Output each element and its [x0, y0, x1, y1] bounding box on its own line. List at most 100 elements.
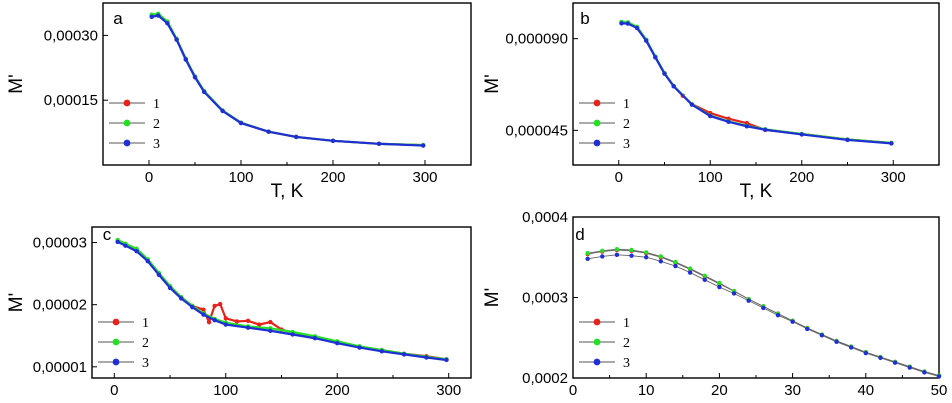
data-point [731, 291, 737, 296]
legend-label: 3 [142, 356, 149, 371]
data-point [702, 277, 707, 282]
data-point [717, 284, 722, 290]
data-point [123, 243, 128, 248]
data-point [848, 345, 854, 350]
y-tick-label: 0,0004 [522, 209, 568, 226]
x-tick-label: 200 [320, 169, 345, 186]
data-point [878, 355, 883, 361]
data-point [156, 272, 162, 278]
data-point [585, 251, 590, 256]
data-point [401, 352, 407, 357]
panel-label: a [113, 9, 123, 28]
legend-d: 1 2 3 [579, 316, 630, 371]
legend-label: 1 [142, 316, 149, 331]
series-line-1 [151, 13, 424, 147]
x-tick-label: 0 [569, 382, 577, 399]
y-tick-label: 0,00030 [44, 27, 98, 44]
data-point [762, 127, 768, 132]
data-point [167, 285, 173, 291]
data-point [799, 132, 804, 137]
y-tick-label: 0,00003 [33, 235, 87, 252]
y-axis-title: M' [6, 293, 27, 312]
data-point [444, 357, 449, 363]
data-point [746, 298, 751, 303]
data-point [614, 247, 620, 252]
data-point [234, 319, 240, 324]
series-line-3 [151, 14, 424, 147]
data-point [892, 360, 898, 365]
x-tick-label: 300 [436, 382, 461, 399]
y-tick-label: 0,000045 [505, 122, 568, 139]
data-point [201, 312, 206, 317]
data-point [190, 304, 195, 310]
y-axis-title: M' [482, 288, 503, 307]
x-tick-label: 0 [615, 169, 623, 186]
data-point [212, 303, 217, 309]
x-axis-title: T, K [271, 181, 304, 202]
legend-marker [593, 139, 601, 147]
panel-label: c [103, 225, 112, 244]
panel-c: 0 100 200 300 0,00001 0,00002 0,00003 M' c 1 2 3 [6, 225, 472, 399]
series-line-2 [587, 248, 940, 377]
data-point [312, 336, 318, 341]
panel-a: 0 100 200 300 0,00015 0,00030 M' T, K a 1 2 3 [6, 2, 472, 202]
series-line-1 [117, 240, 447, 361]
data-point [819, 333, 825, 338]
legend-label: 2 [142, 336, 149, 351]
data-point [178, 296, 184, 301]
series-line-1 [587, 249, 940, 377]
series-line-3 [117, 240, 447, 362]
y-tick-label: 0,00001 [33, 359, 87, 376]
x-axis-title: T, K [740, 181, 773, 202]
legend-marker [112, 338, 120, 346]
data-point [726, 119, 731, 125]
data-point [702, 273, 707, 278]
data-point [257, 322, 262, 327]
x-tick-label: 100 [228, 169, 253, 186]
data-point [775, 313, 781, 318]
data-point [717, 280, 722, 286]
data-point [671, 84, 676, 89]
series-line-3 [621, 22, 892, 145]
legend-marker [593, 358, 601, 366]
legend-marker [123, 99, 131, 107]
data-point [268, 328, 273, 333]
x-tick-label: 0 [110, 382, 118, 399]
data-point [202, 89, 207, 95]
y-tick-label: 0,0002 [522, 370, 568, 387]
data-point [687, 266, 693, 271]
legend-marker [123, 139, 131, 147]
data-point [223, 322, 228, 327]
data-point [600, 248, 605, 254]
data-point [206, 319, 212, 325]
legend-c: 1 2 3 [98, 316, 149, 371]
y-axis-title: M' [6, 74, 27, 93]
data-point [156, 13, 161, 18]
x-tick-label: 300 [412, 169, 437, 186]
data-point [644, 38, 649, 43]
data-point [223, 316, 228, 321]
series-3 [619, 21, 894, 146]
series-1 [619, 20, 894, 146]
data-point [379, 349, 385, 354]
x-tick-label: 0 [145, 169, 153, 186]
series-line-1 [621, 21, 892, 145]
legend-label: 3 [623, 137, 630, 152]
data-point [658, 254, 664, 259]
x-tick-label: 40 [857, 382, 874, 399]
x-tick-label: 10 [638, 382, 655, 399]
legend-marker [123, 119, 131, 127]
y-tick-label: 0,00015 [44, 92, 98, 109]
legend-marker [593, 318, 601, 326]
x-tick-label: 50 [931, 382, 948, 399]
data-point [673, 259, 678, 265]
data-point [845, 137, 850, 143]
data-point [245, 318, 251, 324]
data-point [644, 255, 649, 260]
data-point [192, 75, 198, 80]
data-point [238, 120, 244, 126]
x-tick-label: 200 [789, 169, 814, 186]
data-point [585, 256, 590, 262]
legend-label: 1 [153, 97, 160, 112]
